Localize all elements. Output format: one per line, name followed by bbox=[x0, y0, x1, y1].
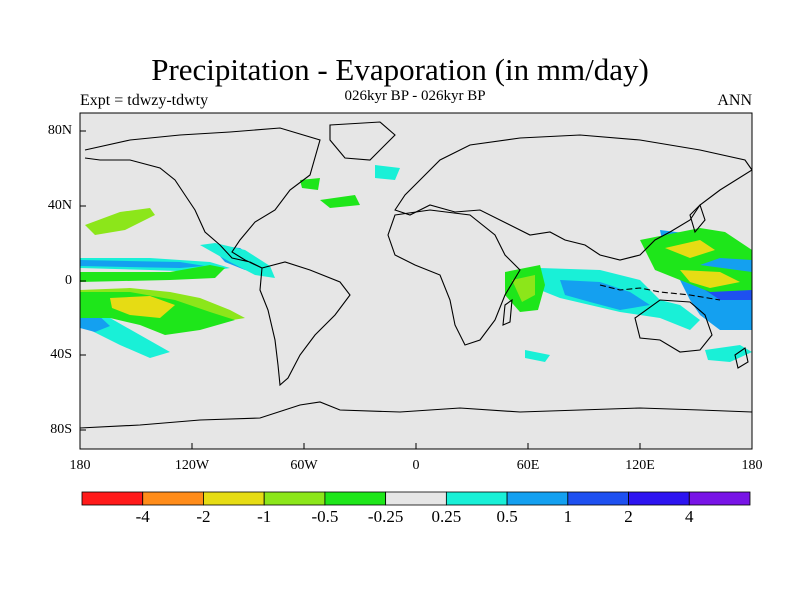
colorbar-label: 0.25 bbox=[431, 507, 462, 526]
colorbar-label: -0.5 bbox=[311, 507, 339, 526]
xtick-label: 0 bbox=[412, 458, 420, 473]
colorbar-swatch bbox=[142, 491, 204, 506]
coast-north-america bbox=[84, 127, 321, 269]
subtitle: 026kyr BP - 026kyr BP bbox=[344, 88, 486, 104]
field-green-npac bbox=[85, 208, 155, 235]
coastlines bbox=[80, 121, 752, 429]
field-green-natl bbox=[320, 195, 360, 208]
colorbar-label: -2 bbox=[196, 507, 211, 526]
coast-antarctica bbox=[80, 401, 752, 429]
field-cyan-camerica bbox=[200, 243, 275, 278]
coast-south-america bbox=[259, 261, 351, 387]
colorbar-swatch bbox=[203, 491, 265, 506]
field-yellow-spac bbox=[110, 296, 175, 318]
ytick-label: 40N bbox=[47, 198, 72, 213]
xtick-label: 120E bbox=[625, 458, 655, 473]
colorbar-swatch bbox=[688, 491, 751, 506]
colorbar-swatch bbox=[567, 491, 629, 506]
field-lgreen-africa bbox=[512, 275, 535, 302]
colorbar-swatch bbox=[506, 491, 569, 506]
colorbar-swatch bbox=[628, 491, 690, 506]
ytick-label: 80N bbox=[47, 123, 72, 138]
field-cyan-soc bbox=[525, 350, 550, 362]
colorbar-label: 0.5 bbox=[496, 507, 518, 526]
field-yellow-wpac2 bbox=[680, 270, 740, 288]
tick-marks bbox=[79, 130, 753, 449]
title: Precipitation - Evaporation (in mm/day) bbox=[151, 52, 649, 87]
field-blue-ind bbox=[560, 280, 650, 310]
coast-europe-asia bbox=[394, 134, 752, 261]
xtick-label: 180 bbox=[69, 458, 91, 473]
field-green-tpac bbox=[80, 265, 225, 282]
colorbar-swatch bbox=[81, 491, 144, 506]
colorbar-label: -4 bbox=[135, 507, 150, 526]
colorbar-swatch bbox=[324, 491, 387, 506]
colorbar-label: 4 bbox=[685, 507, 694, 526]
colorbar-label: 1 bbox=[563, 507, 573, 526]
field-blue-npac bbox=[80, 260, 205, 268]
field-green-gulf bbox=[300, 178, 320, 190]
coast-australia bbox=[634, 299, 713, 353]
colorbar-swatch bbox=[445, 491, 508, 506]
xtick-label: 60W bbox=[290, 458, 318, 473]
map-background bbox=[80, 113, 752, 449]
colorbar-swatch bbox=[385, 491, 447, 506]
colorbar-label: 2 bbox=[624, 507, 633, 526]
field-cyan-spac bbox=[80, 305, 170, 358]
xtick-label: 180 bbox=[741, 458, 763, 473]
coast-indonesia bbox=[599, 284, 721, 301]
experiment-label: Expt = tdwzy-tdwty bbox=[80, 92, 209, 109]
coast-nz bbox=[734, 347, 749, 369]
precip-field bbox=[80, 165, 752, 362]
colorbar-label: -1 bbox=[257, 507, 272, 526]
colorbar-label: -0.25 bbox=[367, 507, 404, 526]
coast-madagascar bbox=[502, 298, 513, 326]
coast-greenland bbox=[329, 121, 396, 161]
xtick-label: 60E bbox=[516, 458, 540, 473]
colorbar bbox=[81, 491, 751, 506]
field-cyan-aus bbox=[705, 345, 752, 362]
coast-africa bbox=[387, 209, 521, 346]
field-cyan-natl bbox=[375, 165, 400, 180]
xtick-label: 120W bbox=[174, 458, 210, 473]
season-label: ANN bbox=[717, 92, 752, 109]
coast-japan bbox=[689, 203, 706, 234]
ytick-label: 0 bbox=[65, 273, 72, 288]
colorbar-swatch bbox=[263, 491, 326, 506]
ytick-label: 40S bbox=[50, 347, 72, 362]
field-yellow-wpac bbox=[665, 240, 715, 258]
ytick-label: 80S bbox=[50, 422, 72, 437]
